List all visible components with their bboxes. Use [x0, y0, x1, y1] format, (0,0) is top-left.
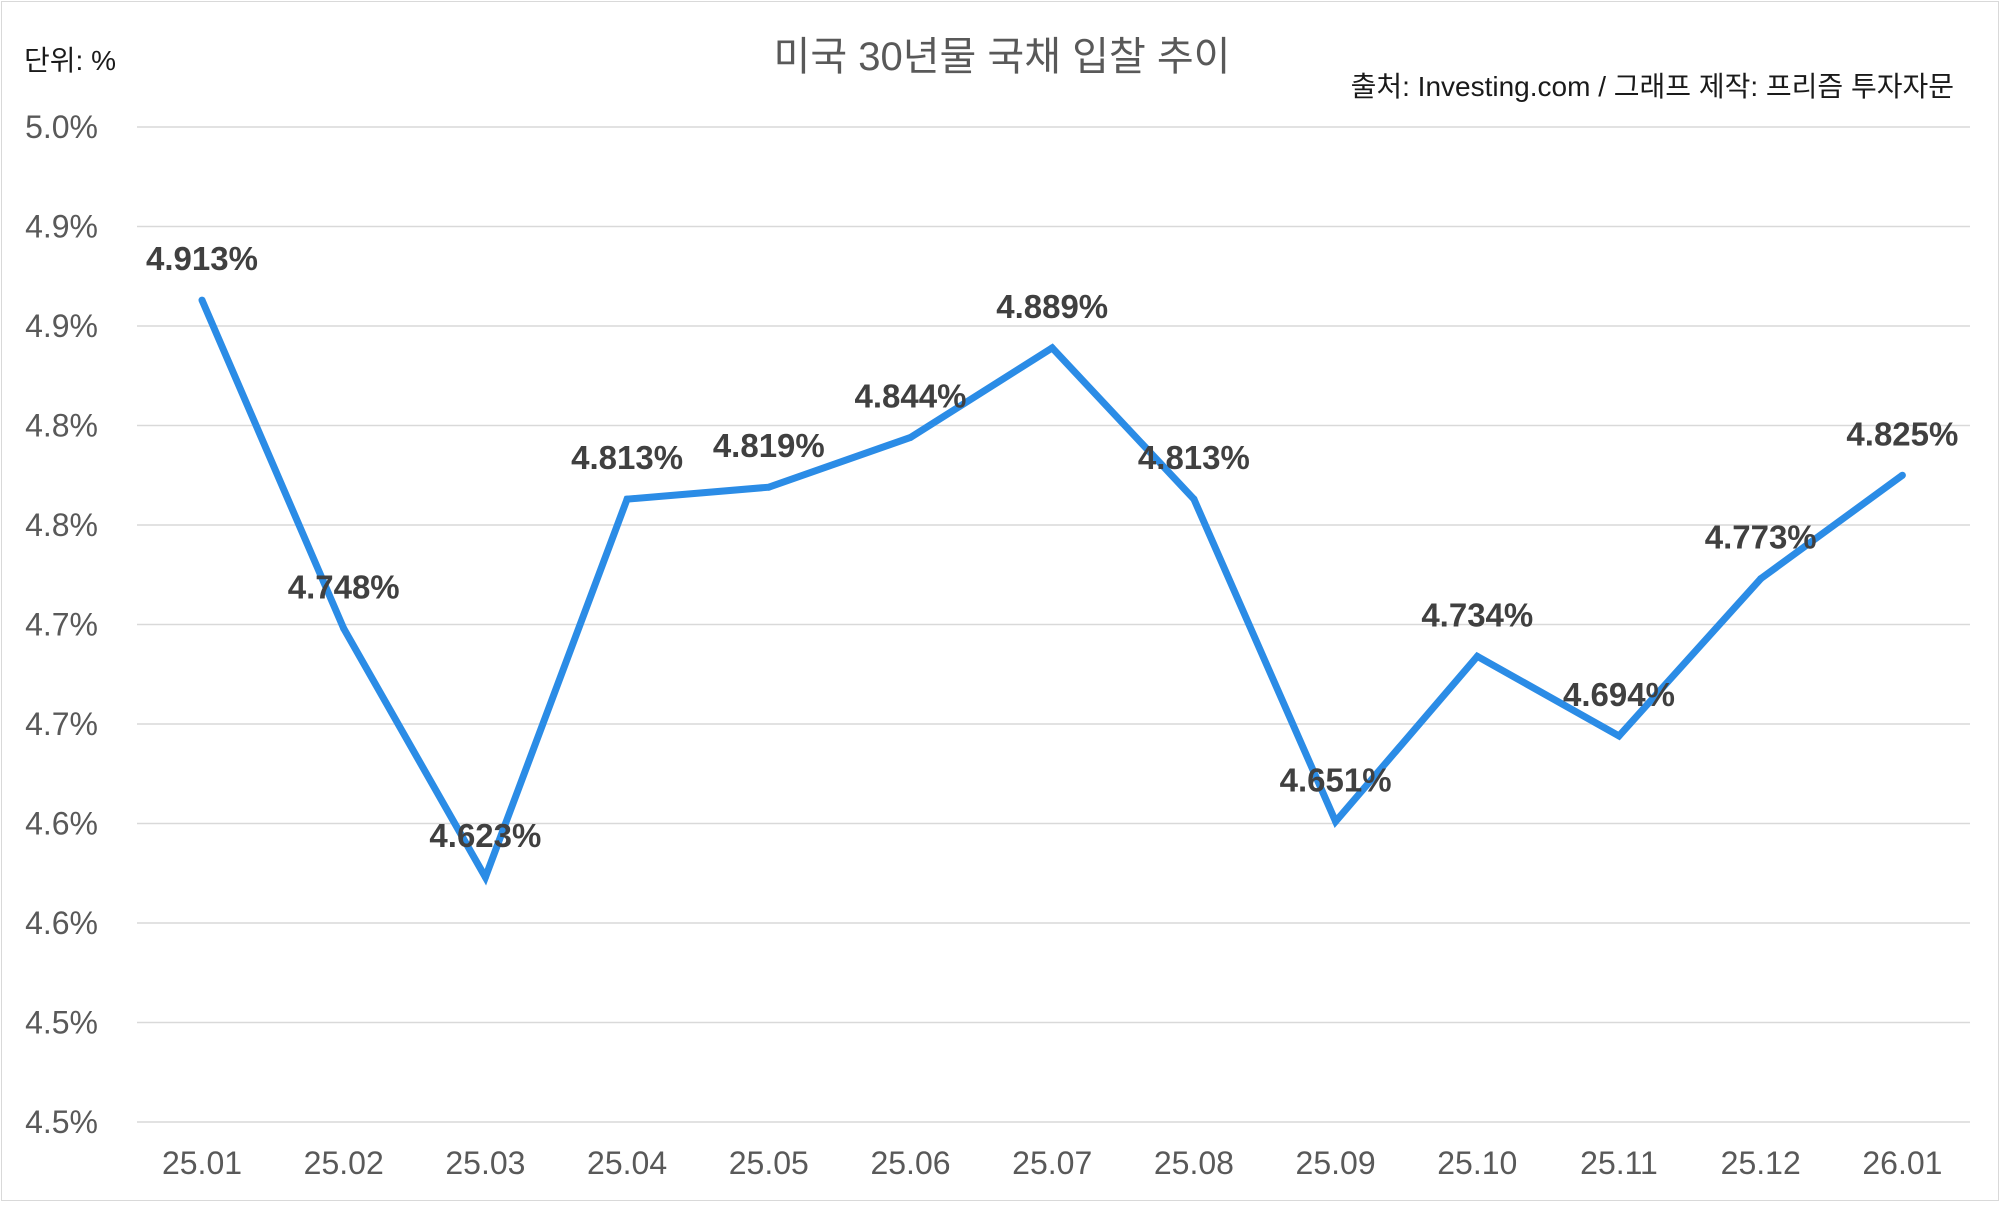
- data-point: [907, 433, 914, 441]
- data-point: [481, 873, 489, 881]
- x-tick-label: 25.10: [1437, 1145, 1517, 1181]
- x-tick-label: 25.07: [1012, 1145, 1092, 1181]
- x-tick-label: 25.02: [304, 1145, 384, 1181]
- y-tick-label: 4.8%: [25, 507, 98, 543]
- unit-label: 단위: %: [24, 45, 116, 76]
- y-tick-label: 4.9%: [25, 308, 98, 344]
- x-tick-label: 25.04: [587, 1145, 667, 1181]
- y-axis-ticks: 4.5% 4.5% 4.6% 4.6% 4.7% 4.7% 4.8% 4.8% 4.9% 4.9%…: [25, 109, 98, 1140]
- data-point: [340, 624, 348, 632]
- data-point: [1332, 818, 1340, 826]
- data-point: [765, 483, 773, 491]
- source-label: 출처: Investing.com / 그래프 제작: 프리즘 투자자문: [1351, 71, 1954, 102]
- x-tick-label: 25.01: [162, 1145, 242, 1181]
- data-point: [1048, 344, 1056, 352]
- x-tick-label: 25.06: [870, 1145, 950, 1181]
- x-axis-ticks: 25.01 25.02 25.03 25.04 25.05 25.06 25.07 25.08…: [162, 1145, 1942, 1181]
- y-tick-label: 4.7%: [25, 706, 98, 742]
- x-tick-label: 25.11: [1580, 1145, 1658, 1181]
- x-tick-label: 25.09: [1296, 1145, 1376, 1181]
- data-label: 4.623%: [429, 817, 541, 854]
- y-tick-label: 4.7%: [25, 607, 98, 643]
- data-label: 4.825%: [1846, 415, 1958, 452]
- data-label: 4.734%: [1421, 596, 1533, 633]
- data-label: 4.819%: [713, 427, 825, 464]
- data-point: [1615, 732, 1623, 740]
- data-label: 4.844%: [855, 377, 967, 414]
- data-label: 4.813%: [571, 439, 683, 476]
- data-label: 4.694%: [1563, 676, 1675, 713]
- y-tick-label: 4.6%: [25, 806, 98, 842]
- series-line: [198, 298, 1905, 886]
- chart-title: 미국 30년물 국채 입찰 추이: [774, 35, 1231, 79]
- y-tick-label: 4.6%: [25, 905, 98, 941]
- data-point: [1190, 495, 1198, 503]
- x-tick-label: 26.01: [1862, 1145, 1942, 1181]
- x-tick-label: 25.05: [729, 1145, 809, 1181]
- data-label: 4.651%: [1280, 762, 1392, 799]
- y-tick-label: 4.8%: [25, 408, 98, 444]
- data-point: [1757, 575, 1765, 583]
- y-tick-label: 4.5%: [25, 1104, 98, 1140]
- data-point: [1473, 652, 1481, 660]
- x-tick-label: 25.12: [1721, 1145, 1801, 1181]
- y-tick-label: 4.5%: [25, 1005, 98, 1041]
- y-tick-label: 4.9%: [25, 209, 98, 245]
- data-label: 4.773%: [1705, 519, 1817, 556]
- x-tick-label: 25.03: [445, 1145, 525, 1181]
- data-point: [198, 296, 206, 304]
- data-label: 4.813%: [1138, 439, 1250, 476]
- data-label: 4.889%: [996, 288, 1108, 325]
- series-layer: [198, 296, 1906, 886]
- y-tick-label: 5.0%: [25, 109, 98, 145]
- data-label: 4.748%: [288, 568, 400, 605]
- data-label: 4.913%: [146, 240, 258, 277]
- data-point: [623, 495, 631, 503]
- data-labels: 4.913% 4.748% 4.623% 4.813% 4.819% 4.844% 4.88…: [146, 240, 1958, 854]
- data-point: [1898, 471, 1906, 479]
- gridlines: [137, 126, 1970, 1123]
- x-tick-label: 25.08: [1154, 1145, 1234, 1181]
